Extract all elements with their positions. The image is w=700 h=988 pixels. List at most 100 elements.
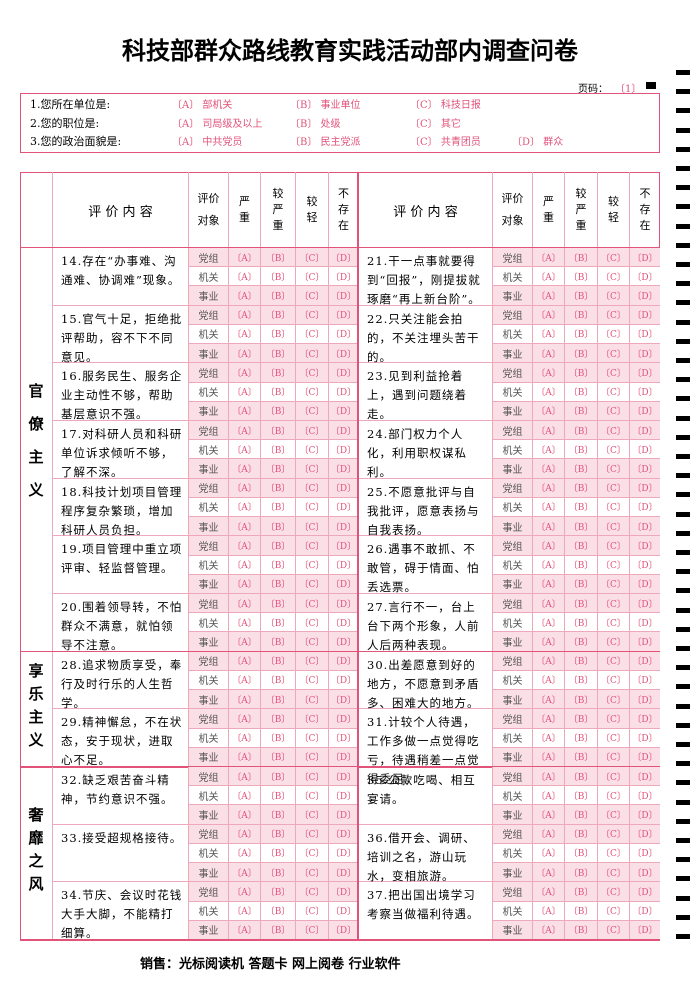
choice-bubble: 〔D〕 [328, 882, 358, 902]
choice-bubble: 〔D〕 [629, 882, 660, 902]
choice-bubble: 〔C〕 [597, 786, 629, 806]
section-rule [20, 766, 660, 768]
choice-bubble: 〔B〕 [564, 747, 597, 767]
target-label: 机关 [492, 382, 532, 402]
choice-bubble: 〔D〕 [629, 478, 660, 498]
target-label: 机关 [188, 324, 228, 345]
target-label: 机关 [188, 440, 228, 460]
choice-bubble: 〔D〕 [328, 574, 358, 594]
choice-bubble: 〔D〕 [328, 709, 358, 729]
choice-bubble: 〔D〕 [629, 670, 660, 691]
choice-bubble: 〔D〕 [629, 805, 660, 825]
choice-bubble: 〔C〕 [597, 536, 629, 556]
timing-mark [676, 646, 690, 651]
choice-bubble: 〔A〕 [228, 363, 260, 383]
choice-bubble: 〔A〕 [532, 767, 564, 787]
choice-bubble: 〔A〕 [532, 440, 564, 460]
header-level: 不存在 [328, 172, 358, 248]
timing-mark [676, 300, 690, 306]
target-label: 机关 [492, 670, 532, 691]
target-label: 事业 [188, 690, 228, 710]
choice-bubble: 〔A〕 [532, 382, 564, 402]
target-label: 党组 [188, 248, 228, 268]
choice-bubble: 〔C〕 [295, 517, 328, 537]
choice-bubble: 〔D〕 [328, 421, 358, 441]
center-rule [357, 172, 359, 940]
choice-bubble: 〔D〕 [629, 651, 660, 671]
choice-bubble: 〔B〕 [564, 670, 597, 691]
choice-bubble: 〔D〕 [629, 767, 660, 787]
timing-mark [676, 665, 690, 671]
choice-bubble: 〔D〕 [629, 632, 660, 652]
choice-bubble: 〔C〕 [295, 478, 328, 498]
choice-bubble: 〔C〕 [597, 459, 629, 479]
choice-bubble: 〔D〕 [328, 690, 358, 710]
choice-bubble: 〔C〕 [597, 805, 629, 825]
choice-bubble: 〔B〕 [260, 267, 295, 287]
choice-bubble: 〔D〕 [328, 805, 358, 825]
target-label: 事业 [492, 747, 532, 767]
choice-bubble: 〔D〕 [629, 459, 660, 479]
choice-bubble: 〔B〕 [260, 882, 295, 902]
choice-bubble: 〔C〕 [597, 767, 629, 787]
choice-bubble: 〔A〕 [228, 767, 260, 787]
choice-bubble: 〔C〕 [295, 363, 328, 383]
header-level: 严重 [532, 172, 564, 248]
choice-bubble: 〔B〕 [260, 401, 295, 421]
target-label: 机关 [492, 440, 532, 460]
choice-bubble: 〔C〕 [597, 286, 629, 306]
choice-bubble: 〔C〕 [597, 574, 629, 594]
choice-bubble: 〔B〕 [564, 843, 597, 864]
choice-bubble: 〔D〕 [328, 632, 358, 652]
choice-bubble: 〔B〕 [260, 747, 295, 767]
choice-bubble: 〔C〕 [295, 805, 328, 825]
page-mark [646, 82, 656, 89]
choice-bubble: 〔D〕 [328, 517, 358, 537]
target-label: 党组 [188, 709, 228, 729]
target-label: 机关 [492, 901, 532, 921]
target-label: 党组 [188, 882, 228, 902]
choice-bubble: 〔B〕 [260, 305, 295, 325]
choice-bubble: 〔B〕 [564, 824, 597, 844]
choice-bubble: 〔A〕 [532, 478, 564, 498]
timing-mark [676, 204, 690, 210]
section-rule [20, 939, 660, 941]
target-label: 党组 [492, 305, 532, 325]
target-label: 事业 [492, 805, 532, 825]
choice-bubble: 〔D〕 [328, 344, 358, 364]
choice-bubble: 〔A〕 [228, 536, 260, 556]
choice-bubble: 〔B〕 [564, 805, 597, 825]
choice-bubble: 〔D〕 [629, 305, 660, 325]
choice-bubble: 〔A〕 [532, 574, 564, 594]
item-text: 36.借开会、调研、培训之名，游山玩水，变相旅游。 [358, 824, 492, 883]
choice-bubble: 〔A〕 [228, 863, 260, 883]
target-label: 事业 [492, 401, 532, 421]
choice-bubble: 〔D〕 [629, 555, 660, 575]
choice-bubble: 〔D〕 [629, 440, 660, 460]
target-label: 机关 [188, 497, 228, 518]
choice-bubble: 〔A〕 [228, 632, 260, 652]
choice-bubble: 〔B〕 [564, 363, 597, 383]
choice-bubble: 〔B〕 [564, 286, 597, 306]
choice-bubble: 〔B〕 [260, 632, 295, 652]
choice-bubble: 〔A〕 [532, 459, 564, 479]
choice-bubble: 〔A〕 [532, 670, 564, 691]
target-label: 党组 [188, 651, 228, 671]
target-label: 事业 [492, 863, 532, 883]
item-text: 16.服务民生、服务企业主动性不够，帮助基层意识不强。 [52, 363, 188, 421]
header-level: 不存在 [629, 172, 660, 248]
target-label: 机关 [492, 555, 532, 575]
choice-bubble: 〔C〕 [295, 670, 328, 691]
choice-bubble: 〔A〕 [228, 344, 260, 364]
timing-mark [676, 70, 690, 75]
choice-bubble: 〔A〕 [532, 920, 564, 940]
timing-mark [676, 396, 690, 402]
question-label: 1.您所在单位是: [30, 98, 111, 111]
choice-bubble: 〔A〕 [532, 863, 564, 883]
timing-mark [676, 742, 690, 747]
target-label: 机关 [492, 843, 532, 864]
item-text: 21.干一点事就要得到“回报”，刚提拔就琢磨“再上新台阶”。 [358, 248, 492, 306]
question-option: 〔A〕 司局级及以上 [172, 118, 263, 130]
target-label: 事业 [188, 805, 228, 825]
